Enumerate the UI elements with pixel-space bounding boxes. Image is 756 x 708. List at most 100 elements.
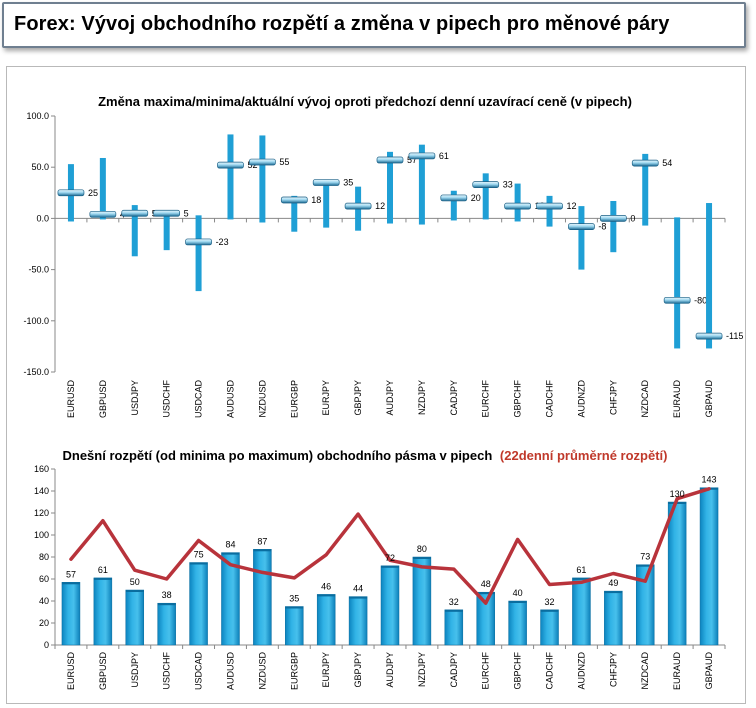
charts-svg: Změna maxima/minima/aktuální vývoj oprot…: [23, 94, 743, 691]
chart1-range-bar: [131, 205, 138, 257]
chart2-category-label: CADJPY: [449, 652, 459, 688]
chart1-category-label: EURJPY: [321, 380, 331, 416]
chart1-range-bar: [482, 173, 489, 220]
chart2-category-label: USDJPY: [130, 652, 140, 688]
chart1-current-label: 12: [375, 201, 385, 211]
chart1-current-marker: [280, 196, 308, 204]
chart2-bar-top: [61, 582, 80, 585]
chart2-value-label: 73: [640, 552, 650, 562]
chart2-value-label: 49: [608, 578, 618, 588]
chart1-range-bar: [578, 206, 585, 270]
chart2-bar-top: [636, 564, 655, 567]
chart2-value-label: 143: [702, 475, 717, 485]
chart2-bar: [572, 577, 591, 646]
chart2-category-label: EURGBP: [289, 652, 299, 690]
chart1-range-bar: [674, 217, 681, 349]
chart2-category-label: AUDJPY: [385, 652, 395, 688]
chart1-y-tick-label: 50.0: [31, 162, 49, 172]
chart1-current-marker: [57, 189, 85, 197]
chart2-category-label: EURJPY: [321, 652, 331, 688]
chart2-category-label: CHFJPY: [608, 652, 618, 687]
chart2-value-label: 130: [670, 489, 685, 499]
chart2-bar: [412, 556, 432, 646]
chart2-marks: 57 EURUSD 61 GBPUSD 50 USDJPY 38 USDCHF 75 USDCAD…: [61, 475, 719, 691]
chart1-current-marker: [153, 209, 181, 217]
charts-panel: Změna maxima/minima/aktuální vývoj oprot…: [6, 66, 746, 704]
chart1-current-marker: [312, 179, 340, 186]
chart1-range-bar: [418, 144, 425, 225]
chart1-category-label: CADJPY: [449, 380, 459, 416]
chart2-category-label: GBPCHF: [513, 652, 523, 690]
chart1-range-bar: [706, 203, 713, 349]
chart1-range-bar: [195, 215, 202, 292]
chart1-current-label: 57: [407, 155, 417, 165]
chart2-avg-line: [69, 487, 711, 605]
chart2-bar: [157, 602, 176, 646]
chart2-title-highlight: (22denní průměrné rozpětí): [500, 448, 668, 463]
chart2-bar: [667, 501, 687, 646]
chart2-title-main: Dnešní rozpětí (od minima po maximum) ob…: [63, 448, 493, 463]
chart1-marks: 25EURUSD4GBPUSD5USDJPY5USDCHF-23USDCAD52…: [57, 134, 743, 419]
chart1-range-bar: [227, 134, 234, 220]
chart2-value-label: 72: [385, 553, 395, 563]
chart1-current-marker: [631, 159, 659, 167]
chart1-current-label: 12: [567, 201, 577, 211]
chart2-value-label: 61: [576, 565, 586, 575]
chart2-value-label: 38: [162, 590, 172, 600]
chart2-value-label: 46: [321, 581, 331, 591]
chart2-value-label: 84: [225, 540, 235, 550]
chart1-category-label: NZDUSD: [257, 380, 267, 418]
chart1-current-marker: [695, 332, 723, 340]
chart2-bar: [508, 600, 527, 646]
chart2-bar-top: [540, 609, 559, 612]
chart2-category-label: NZDCAD: [640, 652, 650, 690]
chart1-title: Změna maxima/minima/aktuální vývoj oprot…: [98, 94, 632, 109]
chart1-range-bar: [323, 179, 330, 228]
chart1-category-label: GBPUSD: [98, 380, 108, 419]
chart1-current-marker: [344, 202, 372, 210]
chart1-range-bar: [514, 183, 521, 222]
chart1-category-label: EURAUD: [672, 380, 682, 419]
chart1-y-tick-label: 0.0: [36, 213, 49, 223]
chart1-y-tick-label: -150.0: [23, 367, 49, 377]
chart2-bar: [380, 565, 400, 646]
chart1-category-label: AUDUSD: [225, 380, 235, 419]
chart2-bar: [699, 487, 719, 646]
chart2-bar-top: [476, 592, 495, 595]
chart2-bar: [61, 582, 81, 646]
chart2-bar: [540, 609, 559, 646]
chart1-y-tick-label: -50.0: [28, 265, 49, 275]
chart2-y-tick-label: 20: [39, 618, 49, 628]
chart2-category-label: GBPAUD: [704, 652, 714, 690]
chart2-category-label: GBPUSD: [98, 652, 108, 691]
chart1-current-label: 0: [630, 213, 635, 223]
chart2-y-tick-label: 40: [39, 596, 49, 606]
chart2-category-label: EURUSD: [66, 652, 76, 691]
chart1-category-label: CHFJPY: [608, 380, 618, 415]
chart1-current-label: -80: [694, 295, 707, 305]
chart2-y-tick-label: 160: [34, 464, 49, 474]
chart1-current-marker: [568, 223, 595, 230]
chart2-value-label: 80: [417, 544, 427, 554]
chart2-bar-top: [604, 591, 623, 594]
chart1-axes: -150.0 -100.0 -50.0 0.0 50.0 100.0: [23, 111, 726, 377]
chart2-bar: [125, 589, 145, 646]
chart1-current-marker: [408, 152, 436, 160]
chart2-y-tick-label: 80: [39, 552, 49, 562]
chart1-category-label: AUDNZD: [576, 380, 586, 418]
chart1-range-bar: [546, 195, 553, 227]
chart2-value-label: 87: [257, 536, 267, 546]
chart2-bar-top: [285, 606, 304, 609]
chart1-range-bar: [642, 153, 649, 226]
chart2-bar-top: [93, 577, 112, 580]
chart2-bar-top: [349, 596, 368, 599]
chart1-category-label: NZDJPY: [417, 380, 427, 415]
chart2-category-label: NZDJPY: [417, 652, 427, 687]
chart2-value-label: 75: [194, 550, 204, 560]
chart2-bar: [444, 609, 464, 646]
chart2-value-label: 35: [289, 594, 299, 604]
chart2-value-label: 44: [353, 584, 363, 594]
chart1-category-label: USDJPY: [130, 380, 140, 416]
chart2-bar-top: [381, 565, 399, 568]
chart2-bar-top: [157, 603, 176, 606]
